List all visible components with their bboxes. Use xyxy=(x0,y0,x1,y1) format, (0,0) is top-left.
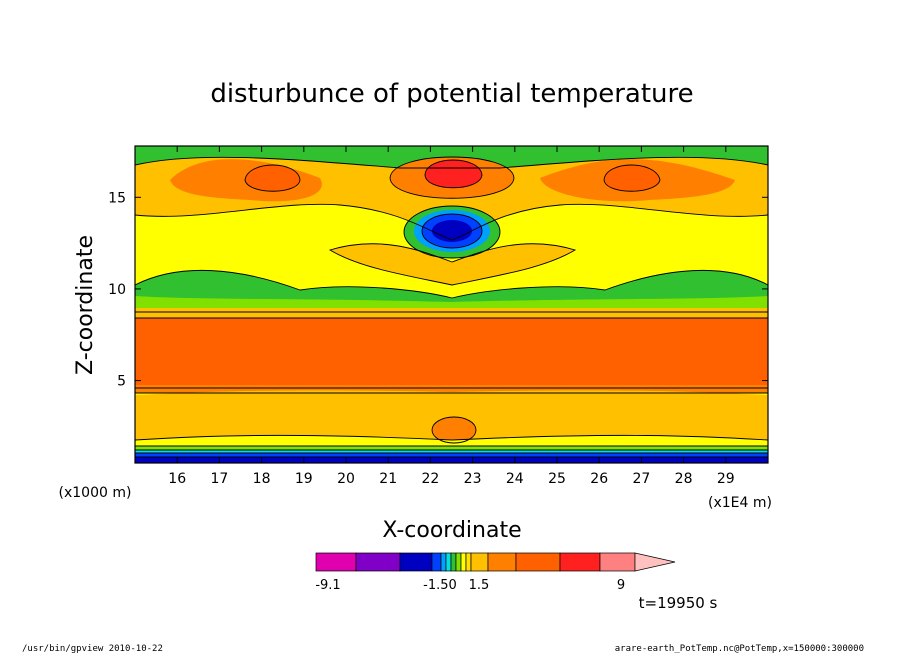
time-label: t=19950 s xyxy=(639,594,718,612)
colorbar-swatch xyxy=(465,552,472,572)
colorbar-swatch xyxy=(315,552,357,572)
contour-line xyxy=(244,164,301,192)
x-axis-title: X-coordinate xyxy=(382,518,521,543)
y-axis-title: Z-coordinate xyxy=(73,235,98,375)
contour-line xyxy=(431,416,477,444)
y-tick-label: 15 xyxy=(108,190,126,206)
colorbar-swatch xyxy=(599,552,636,572)
field-band xyxy=(135,453,768,457)
field-band xyxy=(135,385,768,393)
field-band xyxy=(245,165,300,192)
x-tick-label: 17 xyxy=(210,471,228,487)
field-band xyxy=(135,450,768,453)
field-band xyxy=(135,318,768,388)
x-tick-label: 22 xyxy=(421,471,439,487)
field-band xyxy=(135,457,768,463)
colorbar-swatch xyxy=(455,552,462,572)
plot-frame xyxy=(134,145,769,464)
x-tick-label: 25 xyxy=(548,471,566,487)
field-band xyxy=(135,270,768,305)
field-band xyxy=(604,165,660,192)
colorbar-swatch xyxy=(470,552,489,572)
colorbar-swatch xyxy=(445,552,452,572)
x-unit-label: (x1E4 m) xyxy=(708,495,772,511)
colorbar-tick-label: 9 xyxy=(617,578,625,593)
x-tick-label: 23 xyxy=(464,471,482,487)
colorbar-swatch xyxy=(559,552,601,572)
colorbar-swatch xyxy=(355,552,401,572)
colorbar-swatch xyxy=(515,552,561,572)
x-tick-label: 24 xyxy=(506,471,524,487)
plot-area: 16 17 18 19 20 21 22 23 24 25 26 27 28 29 5 10 15 xyxy=(108,145,769,487)
colorbar-swatch xyxy=(431,552,442,572)
colorbar-swatch xyxy=(487,552,517,572)
colorbar-swatch xyxy=(399,552,433,572)
field-band xyxy=(432,417,476,443)
x-tick-label: 21 xyxy=(379,471,397,487)
colorbar-tick-label: -1.50 xyxy=(423,578,457,593)
contour-line xyxy=(135,203,768,241)
contour-line xyxy=(135,269,768,299)
x-tick-label: 19 xyxy=(295,471,313,487)
field-band xyxy=(135,390,768,440)
y-tick-label: 10 xyxy=(108,282,126,298)
colorbar-arrow xyxy=(634,552,676,572)
contour-line xyxy=(135,156,768,169)
x-tick-label: 28 xyxy=(675,471,693,487)
colorbar-tick-label: -9.1 xyxy=(315,578,340,593)
colorbar-tick-label: 1.5 xyxy=(469,578,490,593)
x-tick-label: 18 xyxy=(253,471,271,487)
footer-left: /usr/bin/gpview 2010-10-22 xyxy=(22,644,163,654)
contour-line xyxy=(135,445,768,458)
x-tick-label: 26 xyxy=(590,471,608,487)
x-tick-label: 27 xyxy=(632,471,650,487)
field-band xyxy=(330,243,575,285)
x-tick-label: 16 xyxy=(168,471,186,487)
colorbar-swatch xyxy=(440,552,447,572)
contour-line xyxy=(424,159,483,189)
contour-line xyxy=(403,205,501,259)
colorbar-swatch xyxy=(450,552,457,572)
y-tick-label: 5 xyxy=(117,374,126,390)
field-band xyxy=(425,160,482,188)
contour-line xyxy=(328,243,577,286)
axis-ticks: 16 17 18 19 20 21 22 23 24 25 26 27 28 29 5 10 15 xyxy=(108,146,768,487)
contour-line xyxy=(603,164,661,192)
field-band xyxy=(432,220,472,242)
y-unit-label: (x1000 m) xyxy=(59,485,132,501)
colorbar-swatch xyxy=(460,552,467,572)
colorbar: -9.1 -1.50 1.5 9 xyxy=(315,552,676,593)
footer-right: arare-earth_PotTemp.nc@PotTemp,x=150000:… xyxy=(615,644,864,654)
chart-title: disturbunce of potential temperature xyxy=(210,79,693,109)
x-tick-label: 29 xyxy=(717,471,735,487)
field-band xyxy=(135,308,768,320)
x-tick-label: 20 xyxy=(337,471,355,487)
field-band xyxy=(135,446,768,450)
contour-line xyxy=(135,434,768,441)
contour-line xyxy=(135,311,768,394)
contour-line xyxy=(389,156,515,199)
contour-line xyxy=(421,213,483,249)
